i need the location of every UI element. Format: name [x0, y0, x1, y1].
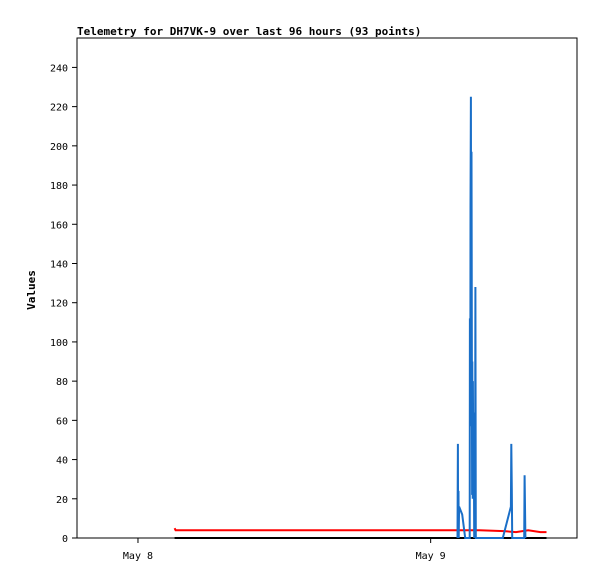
y-axis-label: Values: [25, 270, 38, 310]
y-tick-label: 220: [50, 103, 68, 114]
y-tick-label: 60: [56, 416, 68, 427]
y-tick-label: 120: [50, 299, 68, 310]
y-tick-label: 40: [56, 456, 68, 467]
y-tick-label: 20: [56, 495, 68, 506]
y-tick-label: 160: [50, 220, 68, 231]
y-tick-label: 180: [50, 181, 68, 192]
series-line-3: [456, 96, 527, 539]
series-line-2: [173, 527, 547, 534]
y-tick-label: 80: [56, 377, 68, 388]
y-tick-label: 140: [50, 259, 68, 270]
y-tick-label: 200: [50, 142, 68, 153]
axis-layer: 0 20 40 60 80 100 120 140 160 180 200 220 240 May 8 Ma…: [50, 63, 446, 562]
y-tick-label: 0: [62, 534, 68, 545]
x-tick-label: May 9: [416, 551, 446, 562]
x-tick-label: May 8: [123, 551, 153, 562]
chart-title: Telemetry for DH7VK-9 over last 96 hours…: [77, 25, 421, 38]
y-tick-label: 100: [50, 338, 68, 349]
series-layer: [173, 96, 547, 539]
y-tick-label: 240: [50, 63, 68, 74]
